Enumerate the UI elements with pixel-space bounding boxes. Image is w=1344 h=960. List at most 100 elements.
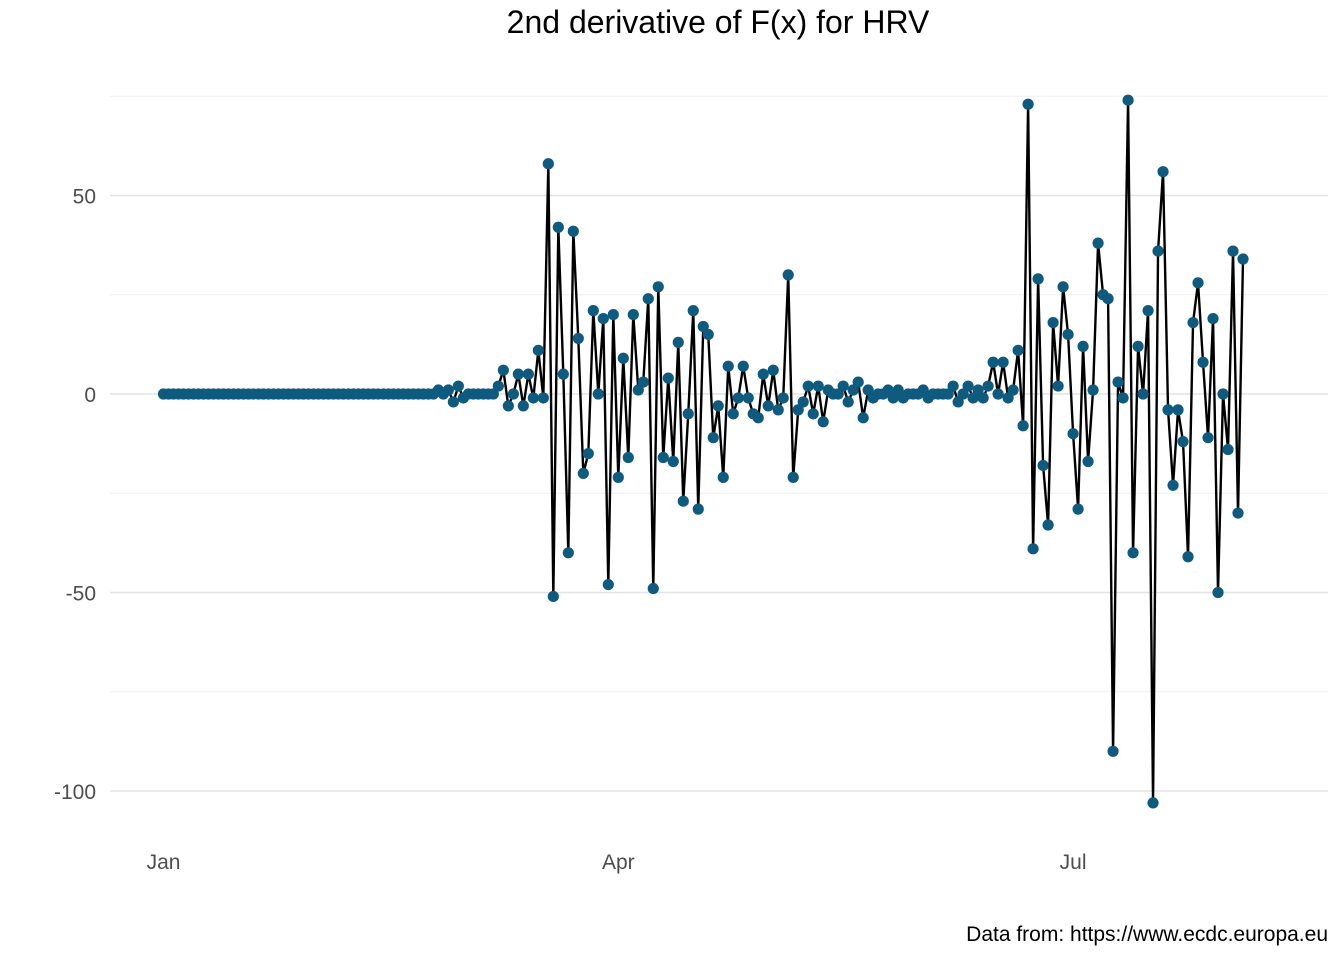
data-point [1222, 443, 1234, 456]
data-point [542, 158, 554, 170]
data-point [1067, 428, 1079, 440]
data-point [1147, 797, 1159, 809]
data-point [592, 388, 604, 400]
data-point [737, 360, 749, 372]
data-point [852, 376, 864, 388]
data-point [567, 225, 579, 237]
data-point [547, 590, 559, 603]
data-point [647, 582, 659, 595]
data-point [1177, 436, 1189, 448]
data-point [1112, 376, 1124, 388]
data-point [1042, 519, 1054, 531]
data-point [672, 336, 684, 348]
y-tick-label: -100 [54, 781, 96, 804]
data-point [1237, 253, 1249, 265]
data-point [447, 396, 459, 408]
data-point [1202, 432, 1214, 444]
data-point [1017, 420, 1029, 432]
data-point [1052, 380, 1064, 392]
data-point [712, 400, 724, 412]
data-point [837, 380, 849, 392]
data-point [642, 293, 654, 305]
data-point [657, 451, 669, 464]
data-point [1032, 273, 1044, 285]
data-point [442, 384, 454, 396]
data-point [1077, 340, 1089, 352]
x-tick-label: Apr [602, 851, 635, 874]
data-point [717, 471, 729, 483]
chart-title: 2nd derivative of F(x) for HRV [507, 4, 930, 40]
data-point [772, 404, 784, 416]
y-tick-label: 50 [73, 186, 96, 209]
data-point [602, 578, 614, 591]
data-point [777, 392, 789, 404]
y-tick-label: 0 [84, 384, 96, 407]
data-points [157, 94, 1249, 809]
data-point [692, 503, 704, 515]
data-point [612, 471, 624, 483]
data-point [1132, 340, 1144, 352]
data-point [1217, 388, 1229, 400]
data-point [1022, 98, 1034, 110]
data-point [1207, 312, 1219, 325]
data-point [1107, 745, 1119, 757]
data-point [1062, 328, 1074, 341]
data-point [537, 392, 549, 404]
data-point [802, 380, 814, 392]
data-point [507, 388, 519, 400]
data-point [1212, 586, 1224, 599]
data-point [597, 312, 609, 325]
data-point [607, 309, 619, 321]
data-point [1192, 277, 1204, 289]
data-point [1152, 245, 1164, 257]
data-point [557, 368, 569, 380]
data-point [1127, 547, 1139, 559]
data-point [622, 451, 634, 464]
data-point [1157, 166, 1169, 178]
data-point [1182, 551, 1194, 563]
data-point [817, 416, 829, 428]
series-line [163, 99, 1245, 805]
data-point [1007, 384, 1019, 396]
data-point [552, 221, 564, 233]
data-point [1122, 94, 1134, 106]
x-axis-tick-labels: Jan Apr Jul [147, 851, 1087, 874]
data-point [527, 392, 539, 404]
data-point [687, 305, 699, 317]
data-point [1227, 245, 1239, 257]
data-point [677, 495, 689, 507]
data-point [587, 305, 599, 317]
data-point [757, 368, 769, 380]
data-point [982, 380, 994, 392]
data-point [532, 344, 544, 356]
data-point [1172, 404, 1184, 416]
data-point [497, 364, 509, 376]
data-point [722, 360, 734, 372]
data-point [1027, 543, 1039, 555]
data-point [1087, 384, 1099, 396]
data-point [997, 356, 1009, 368]
data-point [617, 352, 629, 364]
data-point [807, 408, 819, 420]
data-point [987, 356, 999, 368]
data-point [1047, 316, 1059, 329]
data-point [627, 309, 639, 321]
y-tick-label: -50 [66, 583, 96, 606]
data-point [752, 412, 764, 424]
data-point [667, 455, 679, 468]
data-point [662, 372, 674, 384]
data-point [702, 328, 714, 341]
data-point [1092, 237, 1104, 249]
data-point [1187, 316, 1199, 329]
data-point [1197, 356, 1209, 368]
data-point [1232, 507, 1244, 519]
data-point [1162, 404, 1174, 416]
y-axis-tick-labels: 50 0 -50 -100 [54, 186, 96, 805]
data-point [562, 547, 574, 559]
data-point [652, 281, 664, 293]
data-point [992, 388, 1004, 400]
data-point [1142, 305, 1154, 317]
data-point [1102, 293, 1114, 305]
data-point [1117, 392, 1129, 404]
data-point [582, 447, 594, 460]
